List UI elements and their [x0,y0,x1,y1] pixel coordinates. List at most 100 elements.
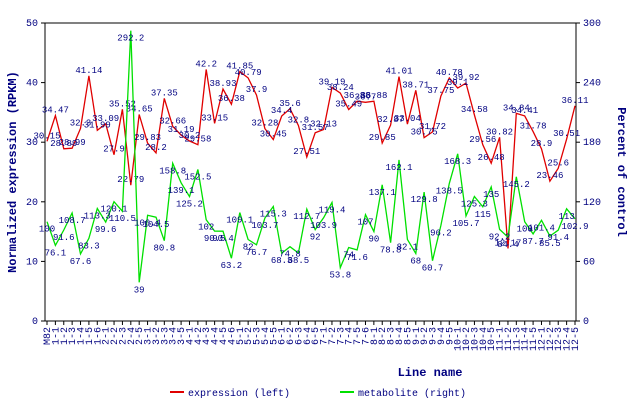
x-tick-label: 1-1 [51,327,62,345]
data-label: 32.13 [310,120,337,130]
y2-tick-label: 240 [583,79,601,90]
data-label: 102.9 [561,222,588,232]
data-label: 38.93 [209,79,236,89]
data-label: 152.5 [184,173,211,183]
data-label: 68 [410,256,421,266]
data-label: 106.4 [134,218,161,228]
data-label: 168.3 [444,157,471,167]
data-label: 102 [198,223,214,233]
data-label: 28.9 [531,139,553,149]
data-label: 39.1 [447,78,469,88]
data-label: 100 [39,225,55,235]
data-label: 108.7 [59,216,86,226]
x-tick-label: 12-4 [563,327,574,351]
data-label: 137.1 [369,188,396,198]
y2-tick-label: 300 [583,19,601,30]
data-label: 104.5 [142,220,169,230]
data-label: 30.75 [411,128,438,138]
data-label: 30.15 [33,131,60,141]
x-tick-label: 6-2 [286,327,297,345]
data-label: 119.4 [318,205,345,215]
x-tick-label: 7-6 [361,327,372,345]
data-label: 91.4 [547,233,569,243]
y2-axis-title: Percent of control [614,107,628,237]
x-tick-label: 6-4 [303,327,314,345]
data-label: 32.28 [251,119,278,129]
data-label: 34.4 [271,106,293,116]
data-label: 31.99 [84,120,111,130]
data-label: 74.8 [279,250,301,260]
data-label: 29.56 [469,135,496,145]
data-label: 38.71 [402,80,429,90]
data-label: 30.45 [260,130,287,140]
x-tick-label: 7-4 [345,327,356,345]
data-label: 120.1 [101,205,128,215]
data-label: 60.7 [422,264,444,274]
data-label: 105.7 [453,219,480,229]
x-tick-label: 12-5 [571,327,582,351]
x-tick-label: 2-1 [102,327,113,345]
data-label: 36.38 [218,94,245,104]
x-axis-title: Line name [398,366,463,380]
data-label: 71.6 [346,253,368,263]
y2-tick-label: 60 [583,257,595,268]
data-label: 41.85 [226,62,253,72]
data-label: 39 [134,285,145,295]
data-label: 31.78 [520,122,547,132]
data-label: 30.2 [179,131,201,141]
x-tick-label: 6-3 [294,327,305,345]
x-tick-label: 5-3 [253,327,264,345]
data-label: 115.3 [260,209,287,219]
data-label: 37.75 [427,86,454,96]
data-label: 33.04 [394,114,421,124]
y2-tick-label: 0 [583,317,589,328]
data-label: 34.41 [511,106,538,116]
x-tick-label: 3-5 [177,327,188,345]
x-tick-label: 1-6 [93,327,104,345]
x-tick-label: 8-3 [387,327,398,345]
data-label: 38.24 [327,83,354,93]
data-label: 109.1 [226,216,253,226]
data-label: 36.7 [355,92,377,102]
data-label: 40.78 [436,68,463,78]
data-label: 32.66 [159,116,186,126]
data-label: 41.01 [385,67,412,77]
data-label: 37.9 [246,85,268,95]
data-label: 125.3 [461,200,488,210]
data-label: 292.2 [117,34,144,44]
x-tick-label: 7-5 [353,327,364,345]
data-label: 23.46 [536,171,563,181]
data-label: 29.83 [134,133,161,143]
x-tick-label: 5-5 [269,327,280,345]
data-label: 35.49 [335,99,362,109]
data-label: 91.6 [53,233,75,243]
data-label: 78.8 [380,246,402,256]
x-tick-label: 7-2 [328,327,339,345]
data-label: 39.19 [318,77,345,87]
data-label: 29.85 [369,133,396,143]
x-tick-label: M82 [43,327,54,345]
y-tick-label: 20 [26,198,38,209]
data-label: 53.8 [330,271,352,281]
data-label: 22.79 [117,175,144,185]
data-label: 100 [517,225,533,235]
data-label: 33.15 [201,113,228,123]
x-tick-label: 6-1 [278,327,289,345]
data-label: 80.8 [154,244,176,254]
data-label: 28.2 [145,143,167,153]
data-label: 92.2 [489,232,511,242]
x-tick-label: 8-1 [370,327,381,345]
x-tick-label: 11-1 [496,327,507,351]
data-label: 99.6 [95,225,117,235]
data-label: 85.5 [539,239,561,249]
data-label: 28.99 [59,138,86,148]
legend-label: metabolite (right) [358,388,466,400]
x-tick-label: 4-6 [227,327,238,345]
data-label: 90.4 [212,234,234,244]
data-label: 82.1 [397,242,419,252]
x-tick-label: 1-2 [60,327,71,345]
data-label: 36.88 [344,91,371,101]
data-label: 39.92 [453,73,480,83]
data-label: 40.79 [235,68,262,78]
